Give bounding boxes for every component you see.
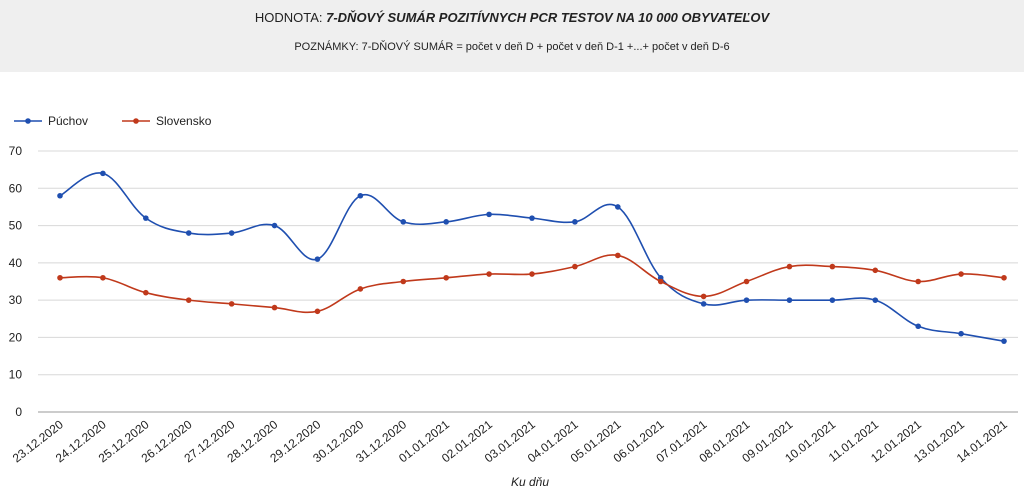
- data-point: [529, 271, 535, 277]
- x-axis-ticks: 23.12.202024.12.202025.12.202026.12.2020…: [10, 417, 1010, 465]
- data-point: [271, 304, 278, 311]
- data-point: [271, 222, 278, 229]
- data-point: [700, 293, 707, 300]
- chart-note: POZNÁMKY: 7-DŇOVÝ SUMÁR = počet v deň D …: [294, 41, 730, 53]
- data-point: [57, 274, 63, 281]
- data-point: [143, 215, 149, 221]
- data-point: [829, 263, 836, 270]
- data-point: [529, 215, 535, 221]
- data-point: [743, 278, 750, 285]
- data-point: [400, 278, 407, 285]
- data-point: [400, 219, 407, 225]
- data-point: [872, 267, 879, 274]
- y-tick-label: 60: [9, 181, 23, 195]
- data-point: [700, 301, 707, 307]
- data-point: [100, 170, 106, 177]
- data-point: [228, 230, 235, 236]
- legend-item-puchov: Púchov: [14, 114, 88, 128]
- chart-header: HODNOTA: 7-DŇOVÝ SUMÁR POZITÍVNYCH PCR T…: [0, 0, 1024, 72]
- data-point: [1001, 338, 1007, 344]
- y-tick-label: 50: [9, 219, 23, 233]
- series-line-slovensko: [59, 254, 1005, 314]
- legend-label: Slovensko: [156, 114, 212, 128]
- y-tick-label: 0: [15, 405, 22, 419]
- y-tick-label: 10: [9, 368, 23, 382]
- y-tick-label: 30: [9, 293, 23, 307]
- series-line-puchov: [59, 172, 1005, 342]
- title-prefix: HODNOTA:: [254, 10, 323, 25]
- data-point: [743, 297, 750, 303]
- series-lines: [57, 170, 1007, 344]
- data-point: [829, 297, 836, 303]
- data-point: [872, 297, 879, 303]
- data-point: [572, 263, 578, 270]
- y-tick-label: 70: [9, 144, 23, 158]
- x-axis-label: Ku dňu: [511, 475, 549, 489]
- data-point: [915, 278, 921, 285]
- y-tick-label: 40: [9, 256, 23, 270]
- data-point: [100, 274, 106, 281]
- y-tick-label: 20: [9, 330, 23, 344]
- data-point: [615, 252, 621, 259]
- data-point: [185, 297, 192, 303]
- data-point: [314, 308, 321, 315]
- legend: Púchov Slovensko: [14, 114, 212, 128]
- data-point: [1001, 274, 1007, 281]
- data-point: [443, 274, 449, 281]
- data-point: [572, 219, 578, 225]
- data-point: [786, 263, 793, 270]
- data-point: [958, 271, 964, 277]
- legend-swatch-marker: [25, 118, 31, 124]
- legend-item-slovensko: Slovensko: [122, 114, 212, 128]
- legend-swatch-marker: [133, 118, 139, 124]
- data-point: [915, 323, 921, 330]
- data-point: [357, 286, 364, 292]
- data-point: [657, 278, 664, 285]
- grid-lines: [38, 150, 1018, 413]
- data-point: [185, 230, 192, 236]
- data-point: [228, 301, 235, 307]
- data-point: [786, 297, 793, 303]
- title-main: 7-DŇOVÝ SUMÁR POZITÍVNYCH PCR TESTOV NA …: [326, 10, 770, 25]
- chart-title: HODNOTA: 7-DŇOVÝ SUMÁR POZITÍVNYCH PCR T…: [0, 10, 1024, 25]
- data-point: [57, 192, 63, 199]
- data-point: [443, 219, 449, 225]
- data-point: [357, 192, 364, 199]
- data-point: [958, 330, 964, 337]
- data-point: [143, 289, 149, 296]
- series-puchov: [57, 170, 1007, 344]
- legend-label: Púchov: [48, 114, 88, 128]
- y-axis-ticks: 0 10 20 30 40 50 60 70: [9, 144, 23, 419]
- data-point: [486, 211, 492, 218]
- data-point: [615, 204, 621, 210]
- data-point: [486, 271, 492, 277]
- series-slovensko: [57, 252, 1007, 315]
- line-chart: 0 10 20 30 40 50 60 70 23.12.202024.12.202025.1…: [9, 114, 1018, 489]
- data-point: [314, 256, 321, 262]
